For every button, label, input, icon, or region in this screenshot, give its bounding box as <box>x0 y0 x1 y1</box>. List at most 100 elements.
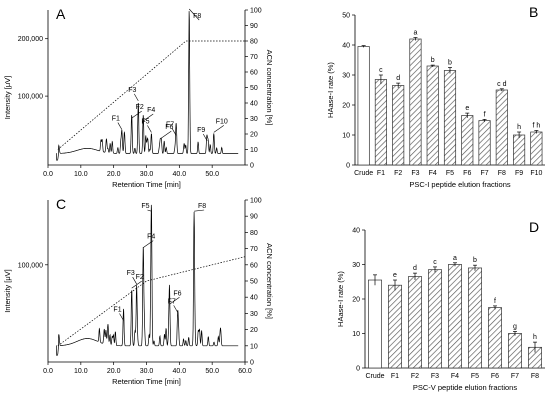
y-axis-title: HAase-I rate (%) <box>326 62 335 118</box>
x-tick-label: 10.0 <box>74 368 88 375</box>
category-label: F6 <box>491 373 499 380</box>
category-label: F7 <box>480 170 488 177</box>
category-label: F1 <box>391 373 399 380</box>
y2-tick-label: 20 <box>250 327 258 334</box>
peak-arrow <box>147 125 152 133</box>
significance-letter: h <box>517 124 521 131</box>
category-label: Crude <box>354 170 373 177</box>
peak-arrow <box>161 130 172 139</box>
y-tick-label: 40 <box>352 228 360 235</box>
category-label: F8 <box>531 373 539 380</box>
y-tick-label: 40 <box>342 43 350 50</box>
y2-tick-label: 70 <box>250 54 258 61</box>
peak-label: F1 <box>113 307 121 314</box>
bar <box>530 131 543 166</box>
y2-tick-label: 30 <box>250 116 258 123</box>
bar <box>408 276 422 369</box>
peak-label: F8 <box>193 13 201 20</box>
peak-arrow <box>147 209 152 212</box>
chromatogram-panel-c: C 0.0 10.0 20.0 30.0 40.0 50.0 60.0 100,000 0 10 20… <box>3 196 274 386</box>
peak-label: F5 <box>141 203 149 210</box>
bar <box>508 333 522 369</box>
x-axis-title: PSC-V peptide elution fractions <box>413 383 517 392</box>
bar <box>513 134 526 166</box>
significance-letter: b <box>448 60 452 67</box>
y2-tick-label: 60 <box>250 70 258 77</box>
significance-letter: b <box>473 257 477 264</box>
significance-letter: f <box>494 298 496 305</box>
category-label: F6 <box>463 170 471 177</box>
significance-letter: c <box>379 67 383 74</box>
bar-chart-panel-b: B 0 10 20 30 40 50 Crude c F1 d F2 a F3 b F4 b F5 e F6 f F7 c … <box>326 4 545 189</box>
peak-label: F2 <box>136 104 144 111</box>
peak-label: F4 <box>147 107 155 114</box>
significance-letter: c d <box>497 81 506 88</box>
peak-label: F7 <box>168 298 176 305</box>
peak-arrow <box>131 280 142 289</box>
significance-letter: e <box>393 272 397 279</box>
chromatogram-panel-a: A 0.0 10.0 20.0 30.0 40.0 50.0 100,000 200,000 0 1… <box>3 6 274 189</box>
y-tick-label: 30 <box>342 73 350 80</box>
y-tick-label: 100,000 <box>18 262 43 269</box>
x-tick-label: 20.0 <box>107 368 121 375</box>
x-tick-label: 20.0 <box>107 171 121 178</box>
y2-tick-label: 40 <box>250 295 258 302</box>
bar <box>357 46 370 166</box>
peak-label: F2 <box>136 274 144 281</box>
bar <box>368 279 382 369</box>
y2-axis-title: ACN concentration [%] <box>265 243 274 319</box>
x-tick-label: 0.0 <box>43 368 53 375</box>
category-label: F8 <box>498 170 506 177</box>
peak-label: F9 <box>197 127 205 134</box>
y-tick-label: 20 <box>352 297 360 304</box>
bar <box>388 284 402 369</box>
bar <box>461 115 474 166</box>
bar <box>428 269 442 369</box>
x-tick-label: 50.0 <box>205 171 219 178</box>
peak-arrow <box>143 113 154 122</box>
y2-tick-label: 100 <box>250 198 262 205</box>
y2-tick-label: 10 <box>250 343 258 350</box>
peak-arrow <box>143 240 154 248</box>
peak-label: F6 <box>165 124 173 131</box>
y-tick-label: 200,000 <box>18 36 43 43</box>
peak-label: F3 <box>127 270 135 277</box>
x-tick-label: 0.0 <box>43 171 53 178</box>
y-axis-title: HAase-I rate (%) <box>336 271 345 327</box>
y-axis-title: Intensity [μV] <box>3 76 12 120</box>
peak-arrow <box>188 8 200 21</box>
y2-tick-label: 20 <box>250 132 258 139</box>
x-tick-label: 40.0 <box>173 368 187 375</box>
acn-gradient-line <box>57 256 246 347</box>
bar <box>478 120 491 166</box>
peak-arrow <box>132 276 137 285</box>
bar <box>468 267 482 369</box>
y-tick-label: 10 <box>342 133 350 140</box>
significance-letter: h <box>533 334 537 341</box>
peak-arrow <box>131 110 142 119</box>
peak-label: F5 <box>141 118 149 125</box>
peak-arrow <box>119 313 124 321</box>
significance-letter: d <box>413 265 417 272</box>
peak-label: F7 <box>166 121 174 128</box>
category-label: F7 <box>511 373 519 380</box>
bar <box>443 70 457 166</box>
x-tick-label: 40.0 <box>173 171 187 178</box>
y2-tick-label: 0 <box>250 360 254 367</box>
peak-label: F1 <box>112 116 120 123</box>
x-axis-title: PSC-I peptide elution fractions <box>409 180 511 189</box>
bar <box>488 307 502 369</box>
peak-arrow <box>202 133 208 142</box>
significance-letter: f <box>484 111 486 118</box>
bar <box>426 65 439 166</box>
peak-label: F3 <box>128 87 136 94</box>
category-label: F10 <box>530 170 542 177</box>
y2-tick-label: 100 <box>250 8 262 15</box>
peak-label: F10 <box>216 118 228 125</box>
category-label: F4 <box>429 170 437 177</box>
panel-label: D <box>529 219 539 235</box>
peak-label: F6 <box>173 290 181 297</box>
peak-arrow <box>117 122 123 130</box>
peak-arrow <box>134 93 139 102</box>
y-tick-label: 10 <box>352 331 360 338</box>
